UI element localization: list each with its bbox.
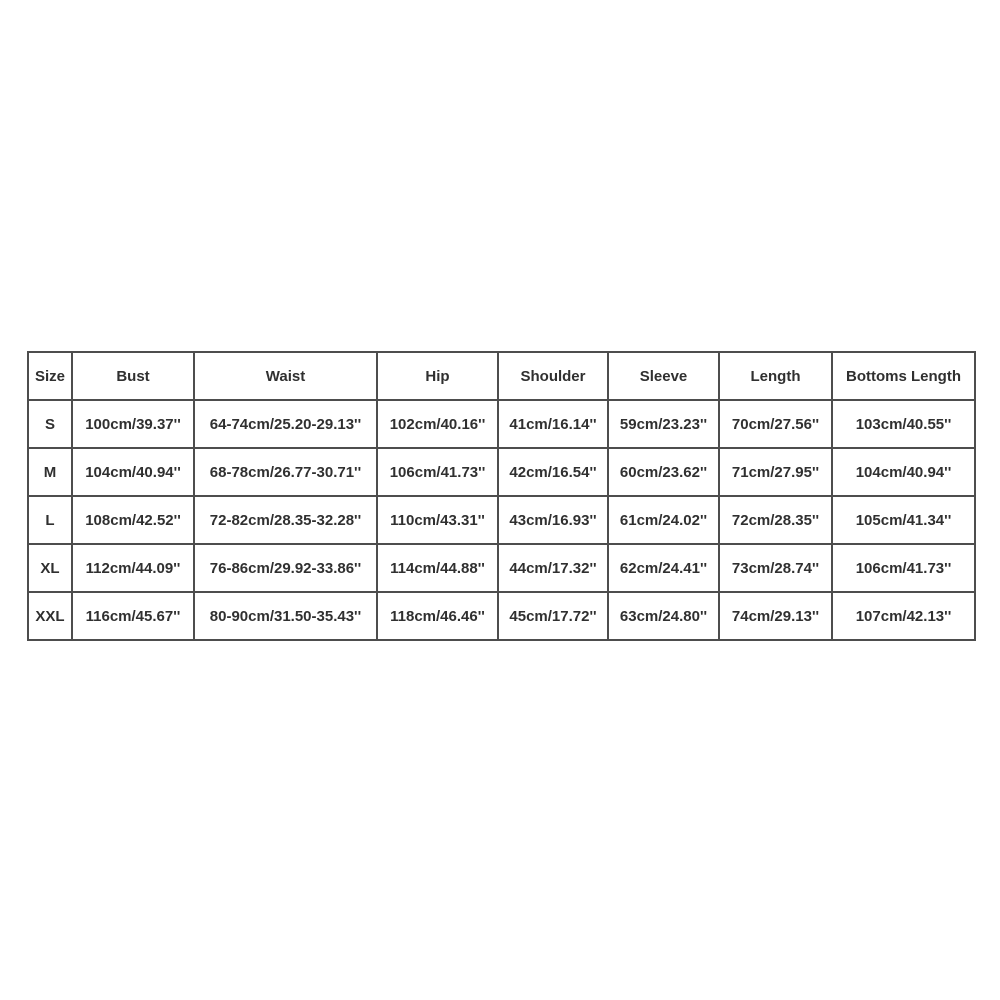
bottoms-length-value: 104cm/40.94'' [831, 447, 976, 497]
sleeve-value: 61cm/24.02'' [607, 495, 720, 545]
size-label: L [27, 495, 73, 545]
length-value: 72cm/28.35'' [718, 495, 833, 545]
table-row-s: S 100cm/39.37'' 64-74cm/25.20-29.13'' 10… [27, 399, 976, 449]
size-label: S [27, 399, 73, 449]
header-row: Size Bust Waist Hip Shoulder Sleeve Leng… [27, 351, 976, 401]
bust-value: 116cm/45.67'' [71, 591, 195, 641]
header-cell-length: Length [718, 351, 833, 401]
length-value: 71cm/27.95'' [718, 447, 833, 497]
waist-value: 64-74cm/25.20-29.13'' [193, 399, 378, 449]
header-cell-shoulder: Shoulder [497, 351, 609, 401]
hip-value: 114cm/44.88'' [376, 543, 499, 593]
header-cell-waist: Waist [193, 351, 378, 401]
sleeve-value: 59cm/23.23'' [607, 399, 720, 449]
hip-value: 110cm/43.31'' [376, 495, 499, 545]
shoulder-value: 42cm/16.54'' [497, 447, 609, 497]
length-value: 70cm/27.56'' [718, 399, 833, 449]
header-cell-size: Size [27, 351, 73, 401]
waist-value: 72-82cm/28.35-32.28'' [193, 495, 378, 545]
shoulder-value: 43cm/16.93'' [497, 495, 609, 545]
shoulder-value: 44cm/17.32'' [497, 543, 609, 593]
bust-value: 108cm/42.52'' [71, 495, 195, 545]
table-row-m: M 104cm/40.94'' 68-78cm/26.77-30.71'' 10… [27, 447, 976, 497]
waist-value: 68-78cm/26.77-30.71'' [193, 447, 378, 497]
hip-value: 102cm/40.16'' [376, 399, 499, 449]
table-row-xl: XL 112cm/44.09'' 76-86cm/29.92-33.86'' 1… [27, 543, 976, 593]
bottoms-length-value: 107cm/42.13'' [831, 591, 976, 641]
size-label: XXL [27, 591, 73, 641]
bust-value: 112cm/44.09'' [71, 543, 195, 593]
header-cell-hip: Hip [376, 351, 499, 401]
size-label: M [27, 447, 73, 497]
bottoms-length-value: 106cm/41.73'' [831, 543, 976, 593]
size-chart-table: Size Bust Waist Hip Shoulder Sleeve Leng… [27, 351, 976, 641]
header-cell-bust: Bust [71, 351, 195, 401]
table-row-l: L 108cm/42.52'' 72-82cm/28.35-32.28'' 11… [27, 495, 976, 545]
length-value: 73cm/28.74'' [718, 543, 833, 593]
sleeve-value: 60cm/23.62'' [607, 447, 720, 497]
shoulder-value: 45cm/17.72'' [497, 591, 609, 641]
length-value: 74cm/29.13'' [718, 591, 833, 641]
waist-value: 76-86cm/29.92-33.86'' [193, 543, 378, 593]
bust-value: 100cm/39.37'' [71, 399, 195, 449]
header-cell-bottoms-length: Bottoms Length [831, 351, 976, 401]
header-cell-sleeve: Sleeve [607, 351, 720, 401]
bottoms-length-value: 105cm/41.34'' [831, 495, 976, 545]
waist-value: 80-90cm/31.50-35.43'' [193, 591, 378, 641]
bust-value: 104cm/40.94'' [71, 447, 195, 497]
bottoms-length-value: 103cm/40.55'' [831, 399, 976, 449]
hip-value: 118cm/46.46'' [376, 591, 499, 641]
size-label: XL [27, 543, 73, 593]
hip-value: 106cm/41.73'' [376, 447, 499, 497]
table-row-xxl: XXL 116cm/45.67'' 80-90cm/31.50-35.43'' … [27, 591, 976, 641]
sleeve-value: 62cm/24.41'' [607, 543, 720, 593]
sleeve-value: 63cm/24.80'' [607, 591, 720, 641]
shoulder-value: 41cm/16.14'' [497, 399, 609, 449]
